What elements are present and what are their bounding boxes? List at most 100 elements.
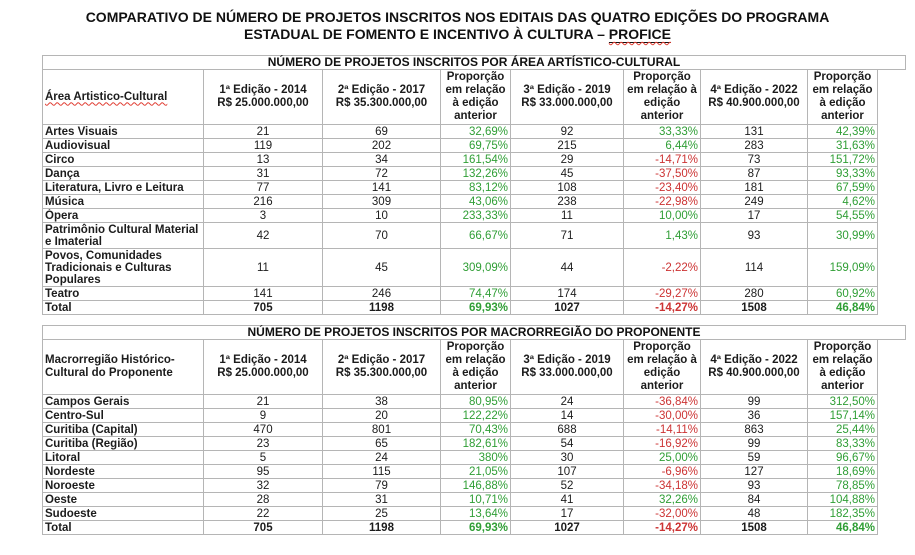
table-row: Curitiba (Região) 23 65 182,61% 54 -16,92% 99 8…: [42, 436, 878, 451]
percent-cell: 1,43%: [623, 222, 701, 249]
count-cell: 34: [322, 152, 441, 167]
table-row: Nordeste 95 115 21,05% 107 -6,96% 127 18,69%: [42, 464, 878, 479]
header-row: Macrorregião Histórico-Cultural do Propo…: [42, 339, 878, 395]
percent-cell: 74,47%: [440, 286, 511, 301]
percent-cell: 54,55%: [807, 208, 878, 223]
count-cell: 24: [510, 394, 624, 409]
count-cell: 36: [700, 408, 808, 423]
count-cell: 17: [700, 208, 808, 223]
row-label: Artes Visuais: [42, 124, 204, 139]
percent-cell: 93,33%: [807, 166, 878, 181]
count-cell: 99: [700, 436, 808, 451]
count-cell: 9: [203, 408, 323, 423]
percent-cell: 182,61%: [440, 436, 511, 451]
row-label: Curitiba (Região): [42, 436, 204, 451]
percent-cell: 25,00%: [623, 450, 701, 465]
percent-cell: 67,59%: [807, 180, 878, 195]
edition-name: 1ª Edição - 2014: [219, 354, 307, 366]
table-title: NÚMERO DE PROJETOS INSCRITOS POR ÁREA AR…: [42, 55, 906, 70]
percent-cell: -36,84%: [623, 394, 701, 409]
macroregion-table: Macrorregião Histórico-Cultural do Propo…: [42, 339, 878, 535]
percent-cell: -23,40%: [623, 180, 701, 195]
proportion-header-cell: Proporção em relação à edição anterior: [440, 69, 511, 125]
count-cell: 44: [510, 248, 624, 287]
percent-cell: -32,00%: [623, 506, 701, 521]
table-row: Audiovisual 119 202 69,75% 215 6,44% 283 31,63%: [42, 138, 878, 153]
count-cell: 3: [203, 208, 323, 223]
percent-cell: 4,62%: [807, 194, 878, 209]
count-cell: 1198: [322, 520, 441, 535]
percent-cell: -6,96%: [623, 464, 701, 479]
count-cell: 13: [203, 152, 323, 167]
percent-cell: 33,33%: [623, 124, 701, 139]
count-cell: 1198: [322, 300, 441, 315]
table-row: Campos Gerais 21 38 80,95% 24 -36,84% 99 312,50…: [42, 394, 878, 409]
row-label: Curitiba (Capital): [42, 422, 204, 437]
edition-name: 4ª Edição - 2022: [710, 354, 798, 366]
percent-cell: 380%: [440, 450, 511, 465]
count-cell: 238: [510, 194, 624, 209]
row-label: Dança: [42, 166, 204, 181]
table-row: Povos, Comunidades Tradicionais e Cultur…: [42, 248, 878, 287]
program-acronym: PROFICE: [608, 26, 672, 42]
count-cell: 42: [203, 222, 323, 249]
edition-name: 4ª Edição - 2022: [710, 84, 798, 96]
percent-cell: 43,06%: [440, 194, 511, 209]
percent-cell: 309,09%: [440, 248, 511, 287]
count-cell: 71: [510, 222, 624, 249]
row-label: Total: [42, 520, 204, 535]
percent-cell: 69,75%: [440, 138, 511, 153]
table-section-macroregion: NÚMERO DE PROJETOS INSCRITOS POR MACRORR…: [42, 325, 906, 535]
count-cell: 283: [700, 138, 808, 153]
count-cell: 31: [203, 166, 323, 181]
count-cell: 863: [700, 422, 808, 437]
percent-cell: -34,18%: [623, 478, 701, 493]
edition-budget: R$ 25.000.000,00: [217, 97, 309, 109]
table-row: Noroeste 32 79 146,88% 52 -34,18% 93 78,85%: [42, 478, 878, 493]
document-title: COMPARATIVO DE NÚMERO DE PROJETOS INSCRI…: [0, 9, 915, 43]
count-cell: 141: [203, 286, 323, 301]
count-cell: 54: [510, 436, 624, 451]
header-row: Área Artistico-Cultural 1ª Edição - 2014 R…: [42, 69, 878, 125]
count-cell: 69: [322, 124, 441, 139]
edition-header-cell: 4ª Edição - 2022 R$ 40.900.000,00: [700, 69, 808, 125]
row-header-label: Área Artistico-Cultural: [45, 90, 168, 103]
count-cell: 21: [203, 394, 323, 409]
percent-cell: 161,54%: [440, 152, 511, 167]
percent-cell: 122,22%: [440, 408, 511, 423]
count-cell: 25: [322, 506, 441, 521]
count-cell: 10: [322, 208, 441, 223]
count-cell: 23: [203, 436, 323, 451]
row-label: Nordeste: [42, 464, 204, 479]
count-cell: 52: [510, 478, 624, 493]
count-cell: 24: [322, 450, 441, 465]
row-header-cell: Área Artistico-Cultural: [42, 69, 204, 125]
percent-cell: 83,12%: [440, 180, 511, 195]
count-cell: 688: [510, 422, 624, 437]
proportion-header-cell: Proporção em relação à edição anterior: [807, 69, 878, 125]
percent-cell: 46,84%: [807, 520, 878, 535]
row-label: Literatura, Livro e Leitura: [42, 180, 204, 195]
count-cell: 705: [203, 520, 323, 535]
edition-header-cell: 2ª Edição - 2017 R$ 35.300.000,00: [322, 339, 441, 395]
edition-name: 3ª Edição - 2019: [523, 354, 611, 366]
count-cell: 70: [322, 222, 441, 249]
row-label: Total: [42, 300, 204, 315]
count-cell: 1027: [510, 520, 624, 535]
edition-name: 2ª Edição - 2017: [337, 84, 426, 96]
table-row: Dança 31 72 132,26% 45 -37,50% 87 93,33%: [42, 166, 878, 181]
count-cell: 1508: [700, 520, 808, 535]
edition-header-cell: 4ª Edição - 2022 R$ 40.900.000,00: [700, 339, 808, 395]
percent-cell: 46,84%: [807, 300, 878, 315]
count-cell: 31: [322, 492, 441, 507]
edition-budget: R$ 25.000.000,00: [217, 367, 309, 379]
count-cell: 38: [322, 394, 441, 409]
edition-header-cell: 1ª Edição - 2014 R$ 25.000.000,00: [203, 339, 323, 395]
row-header-label: Macrorregião Histórico-Cultural do Propo…: [45, 354, 175, 379]
row-label: Música: [42, 194, 204, 209]
row-label: Povos, Comunidades Tradicionais e Cultur…: [42, 248, 204, 287]
count-cell: 141: [322, 180, 441, 195]
percent-cell: 31,63%: [807, 138, 878, 153]
count-cell: 72: [322, 166, 441, 181]
document-title-line2-text: ESTADUAL DE FOMENTO E INCENTIVO À CULTUR…: [243, 26, 609, 42]
